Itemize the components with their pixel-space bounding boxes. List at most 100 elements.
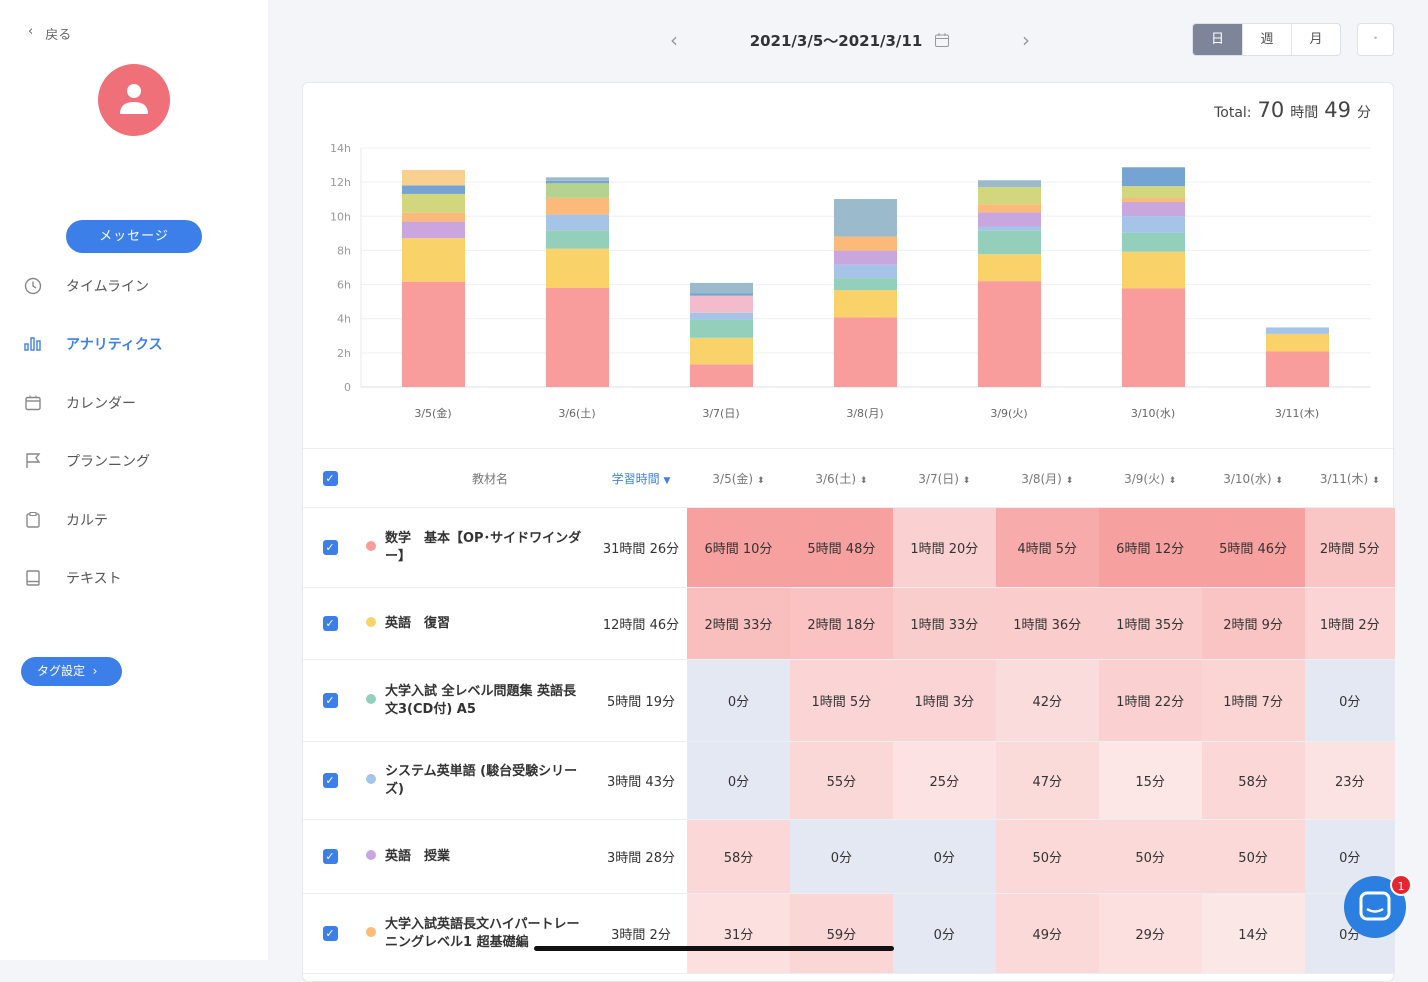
prev-week-button[interactable]: ‹: [670, 28, 678, 52]
bar-segment[interactable]: [1266, 333, 1329, 352]
back-button[interactable]: ‹ 戻る: [28, 24, 72, 43]
header-total[interactable]: 学習時間 ▼: [595, 448, 687, 508]
tag-settings-button[interactable]: タグ設定 ›: [21, 657, 122, 686]
bar-segment[interactable]: [1266, 351, 1329, 387]
next-week-button[interactable]: ›: [1021, 28, 1030, 52]
bar-segment[interactable]: [402, 170, 465, 186]
bar-segment[interactable]: [546, 287, 609, 387]
day-time-cell: 1時間 20分: [892, 507, 996, 588]
material-name[interactable]: 英語 授業: [385, 819, 595, 894]
day-time-cell: 14分: [1201, 893, 1305, 974]
options-button[interactable]: •: [1357, 23, 1394, 56]
bar-segment[interactable]: [1122, 201, 1185, 217]
header-date[interactable]: 3/11(木) ⬍: [1304, 448, 1395, 508]
bar-segment[interactable]: [690, 337, 753, 365]
bar-segment[interactable]: [546, 248, 609, 288]
bar-segment[interactable]: [978, 226, 1041, 231]
bar-segment[interactable]: [834, 264, 897, 279]
bar-segment[interactable]: [690, 293, 753, 296]
bar-segment[interactable]: [690, 364, 753, 387]
bar-segment[interactable]: [402, 212, 465, 222]
header-date[interactable]: 3/8(月) ⬍: [995, 448, 1099, 508]
bar-segment[interactable]: [1122, 232, 1185, 252]
header-name: 教材名: [385, 448, 595, 508]
bar-segment[interactable]: [1122, 186, 1185, 199]
view-month-button[interactable]: 月: [1291, 24, 1340, 55]
bar-segment[interactable]: [834, 290, 897, 318]
color-dot: [366, 541, 376, 551]
notification-badge: 1: [1390, 874, 1412, 896]
bar-segment[interactable]: [834, 317, 897, 387]
bar-segment[interactable]: [402, 193, 465, 213]
table-row[interactable]: ✓ 英語 授業 3時間 28分 58分 0分 0分 50分 50分 50分 0分: [303, 819, 1395, 894]
bar-segment[interactable]: [1122, 167, 1185, 187]
material-name[interactable]: 数学 基本【OP･サイドワインダー】: [385, 507, 595, 588]
bar-segment[interactable]: [546, 197, 609, 215]
bar-segment[interactable]: [978, 187, 1041, 205]
bar-segment[interactable]: [1122, 198, 1185, 202]
stacked-bar-chart: 0 2h 4h 6h 8h 10h 12h 14h 3/5(金) 3/6(土) 3/7(日) 3/8(…: [330, 142, 1371, 420]
bar-segment[interactable]: [978, 204, 1041, 213]
header-date[interactable]: 3/7(日) ⬍: [892, 448, 996, 508]
bar-segment[interactable]: [834, 278, 897, 291]
bar-segment[interactable]: [690, 295, 753, 313]
calendar-icon[interactable]: [934, 32, 950, 48]
chat-button[interactable]: 1: [1344, 874, 1412, 938]
row-checkbox[interactable]: ✓: [322, 849, 338, 864]
row-checkbox[interactable]: ✓: [322, 773, 338, 788]
row-checkbox[interactable]: ✓: [322, 540, 338, 555]
bar-segment[interactable]: [402, 238, 465, 282]
bar-segment[interactable]: [1122, 251, 1185, 289]
bar-segment[interactable]: [1266, 327, 1329, 334]
bar-segment[interactable]: [690, 319, 753, 338]
table-row[interactable]: ✓ 英語 復習 12時間 46分 2時間 33分 2時間 18分 1時間 33分 1時間…: [303, 587, 1395, 660]
bar-segment[interactable]: [690, 282, 753, 294]
avatar: [98, 64, 170, 136]
bar-segment[interactable]: [546, 183, 609, 198]
bar-segment[interactable]: [402, 221, 465, 239]
bar-segment[interactable]: [978, 254, 1041, 282]
material-name[interactable]: 英語 復習: [385, 587, 595, 660]
bar-segment[interactable]: [546, 230, 609, 249]
bar-segment[interactable]: [546, 177, 609, 181]
message-button[interactable]: メッセージ: [66, 220, 202, 253]
sidebar-item-5[interactable]: テキスト: [24, 568, 122, 588]
header-date[interactable]: 3/6(土) ⬍: [789, 448, 893, 508]
bar-segment[interactable]: [402, 185, 465, 194]
sidebar-item-2[interactable]: カレンダー: [24, 393, 136, 413]
row-checkbox[interactable]: ✓: [322, 693, 338, 708]
bar-segment[interactable]: [546, 180, 609, 184]
material-name[interactable]: 大学入試英語長文ハイパートレーニングレベル1 超基礎編: [385, 893, 595, 974]
select-all-checkbox[interactable]: ✓: [322, 470, 338, 486]
table-row[interactable]: ✓ 大学入試英語長文ハイパートレーニングレベル1 超基礎編 3時間 2分 31分 5…: [303, 893, 1395, 974]
row-checkbox[interactable]: ✓: [322, 616, 338, 631]
bar-segment[interactable]: [978, 281, 1041, 387]
table-row[interactable]: ✓ 数学 基本【OP･サイドワインダー】 31時間 26分 6時間 10分 5時間 …: [303, 507, 1395, 588]
view-week-button[interactable]: 週: [1242, 24, 1291, 55]
bar-segment[interactable]: [690, 312, 753, 320]
header-date[interactable]: 3/10(水) ⬍: [1201, 448, 1305, 508]
material-name[interactable]: システム英単語 (駿台受験シリーズ): [385, 741, 595, 820]
table-row[interactable]: ✓ 大学入試 全レベル問題集 英語長文3(CD付) A5 5時間 19分 0分 1時…: [303, 659, 1395, 742]
sidebar-item-1[interactable]: アナリティクス: [24, 334, 162, 354]
material-name[interactable]: 大学入試 全レベル問題集 英語長文3(CD付) A5: [385, 659, 595, 742]
table-row[interactable]: ✓ システム英単語 (駿台受験シリーズ) 3時間 43分 0分 55分 25分 47分 1…: [303, 741, 1395, 820]
sidebar-item-4[interactable]: カルテ: [24, 510, 108, 530]
sidebar-item-3[interactable]: プランニング: [24, 451, 150, 471]
bar-segment[interactable]: [978, 180, 1041, 188]
sidebar-item-0[interactable]: タイムライン: [24, 276, 149, 296]
header-date[interactable]: 3/9(火) ⬍: [1098, 448, 1202, 508]
bar-segment[interactable]: [1122, 216, 1185, 233]
bar-segment[interactable]: [978, 212, 1041, 227]
bar-segment[interactable]: [1122, 288, 1185, 387]
bar-segment[interactable]: [834, 199, 897, 237]
header-date[interactable]: 3/5(金) ⬍: [687, 448, 790, 508]
day-time-cell: 1時間 22分: [1098, 659, 1202, 742]
bar-segment[interactable]: [978, 230, 1041, 255]
bar-segment[interactable]: [546, 214, 609, 231]
bar-segment[interactable]: [834, 236, 897, 251]
view-day-button[interactable]: 日: [1193, 24, 1242, 55]
bar-segment[interactable]: [834, 250, 897, 265]
row-checkbox[interactable]: ✓: [322, 926, 338, 941]
bar-segment[interactable]: [402, 281, 465, 387]
